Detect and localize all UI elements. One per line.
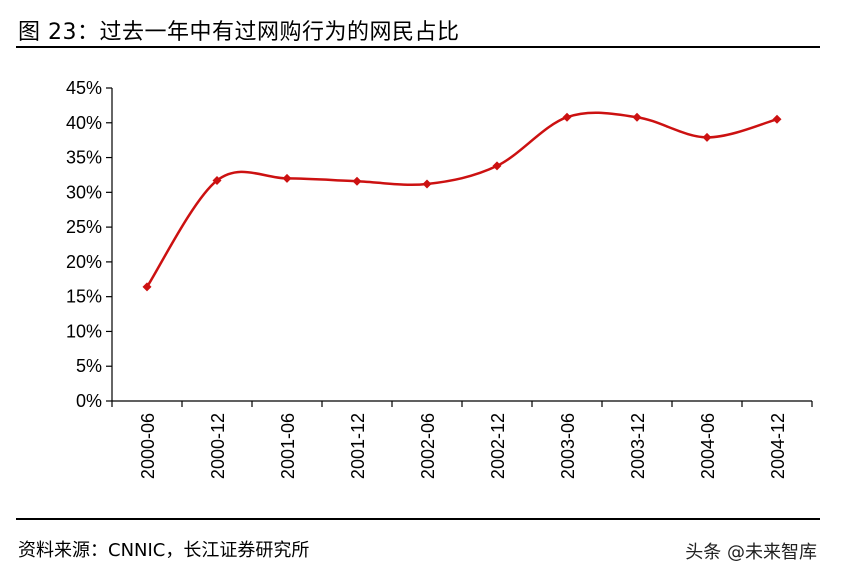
x-tick-label: 2000-12 xyxy=(208,413,228,479)
x-tick-label: 2001-12 xyxy=(348,413,368,479)
data-point-marker xyxy=(492,161,502,171)
x-axis-ticks: 2000-06 2000-12 2001-06 2001-12 2002-06 2002-… xyxy=(111,401,813,479)
y-tick-label: 25% xyxy=(66,217,102,237)
data-point-marker xyxy=(212,176,222,186)
y-axis-ticks: 0% 5% 10% 15% 20% 25% 30% 35% 40% 45% xyxy=(66,78,112,411)
x-tick-label: 2000-06 xyxy=(138,413,158,479)
y-tick-label: 45% xyxy=(66,78,102,98)
y-tick-label: 35% xyxy=(66,148,102,168)
x-tick-label: 2003-12 xyxy=(628,413,648,479)
x-tick-label: 2002-06 xyxy=(418,413,438,479)
data-point-marker xyxy=(772,114,782,124)
watermark: 头条 @未来智库 xyxy=(685,542,817,563)
data-point-marker xyxy=(142,282,152,292)
source-note: 资料来源：CNNIC，长江证券研究所 xyxy=(18,540,310,561)
x-tick-label: 2003-06 xyxy=(558,413,578,479)
x-tick-label: 2002-12 xyxy=(488,413,508,479)
y-tick-label: 0% xyxy=(76,391,102,411)
data-point-marker xyxy=(422,179,432,189)
data-point-marker xyxy=(632,112,642,122)
y-tick-label: 5% xyxy=(76,356,102,376)
y-tick-label: 20% xyxy=(66,252,102,272)
y-tick-label: 15% xyxy=(66,287,102,307)
chart-series xyxy=(142,111,782,292)
footer-divider xyxy=(16,518,820,520)
line-chart: 0%5%10%15%20%25%30%35%40%45% 2000-06 2000… xyxy=(66,78,813,479)
data-point-marker xyxy=(352,176,362,186)
y-tick-label: 30% xyxy=(66,182,102,202)
title-divider xyxy=(16,46,820,48)
series-line xyxy=(145,111,778,288)
chart-title: 图 23：过去一年中有过网购行为的网民占比 xyxy=(18,20,460,45)
data-point-marker xyxy=(282,173,292,183)
y-tick-label: 40% xyxy=(66,113,102,133)
x-tick-label: 2004-06 xyxy=(698,413,718,479)
data-point-marker xyxy=(702,132,712,142)
y-tick-label: 10% xyxy=(66,321,102,341)
x-tick-label: 2001-06 xyxy=(278,413,298,479)
x-tick-label: 2004-12 xyxy=(768,413,788,479)
data-point-marker xyxy=(562,112,572,122)
